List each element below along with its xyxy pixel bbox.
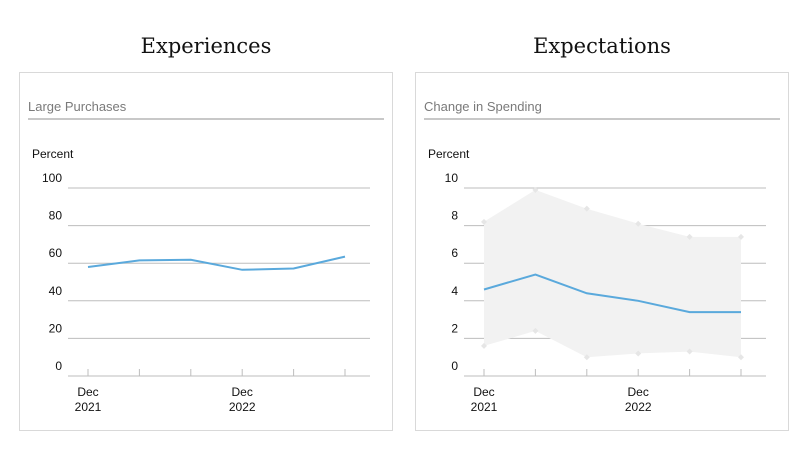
large-purchases-y-axis-label: Percent (32, 147, 74, 161)
change-in-spending-y-tick-label: 8 (451, 209, 458, 223)
large-purchases-y-tick-label: 0 (55, 359, 62, 373)
change-in-spending-band-marker (686, 348, 693, 355)
change-in-spending-band-marker (532, 186, 539, 193)
large-purchases-x-tick-label-year: 2022 (229, 400, 256, 414)
change-in-spending-band-marker (686, 233, 693, 240)
large-purchases-data-line (87, 255, 346, 271)
large-purchases-y-tick-label: 40 (49, 284, 63, 298)
large-purchases-y-tick-label: 60 (49, 246, 63, 260)
large-purchases-x-tick-label-year: 2021 (75, 400, 102, 414)
change-in-spending-chart-card: Change in Spending Percent 0 2 4 6 8 10 Dec 2021… (415, 72, 789, 431)
change-in-spending-x-tick-label-year: 2021 (471, 400, 498, 414)
large-purchases-chart-card: Large Purchases Percent 0 20 40 60 80 100 Dec 20… (19, 72, 393, 431)
change-in-spending-band-marker (583, 354, 590, 361)
change-in-spending-band-marker (481, 342, 487, 349)
change-in-spending-band-marker (481, 218, 487, 225)
change-in-spending-band-marker (583, 205, 590, 212)
change-in-spending-band-marker (738, 354, 744, 361)
change-in-spending-y-tick-label: 4 (451, 284, 458, 298)
change-in-spending-x-tick-label-month: Dec (628, 385, 649, 399)
large-purchases-chart-title: Large Purchases (28, 99, 384, 120)
change-in-spending-range-band (484, 189, 741, 358)
large-purchases-y-tick-label: 80 (49, 209, 63, 223)
large-purchases-y-tick-label: 100 (42, 171, 62, 185)
expectations-title: Expectations (533, 34, 671, 58)
change-in-spending-chart-title: Change in Spending (424, 99, 780, 120)
change-in-spending-band-marker (635, 220, 642, 227)
large-purchases-y-tick-label: 20 (49, 321, 63, 335)
change-in-spending-y-tick-label: 6 (451, 246, 458, 260)
large-purchases-x-tick-label-month: Dec (232, 385, 253, 399)
change-in-spending-data-line (483, 273, 741, 314)
change-in-spending-y-tick-label: 10 (445, 171, 459, 185)
change-in-spending-band-marker (738, 233, 744, 240)
change-in-spending-x-tick-label-year: 2022 (625, 400, 652, 414)
change-in-spending-x-tick-label-month: Dec (473, 385, 494, 399)
large-purchases-x-tick-label-month: Dec (77, 385, 98, 399)
change-in-spending-band-marker (532, 327, 539, 334)
experiences-title: Experiences (140, 34, 272, 58)
change-in-spending-y-axis-label: Percent (428, 147, 470, 161)
change-in-spending-band-marker (635, 350, 642, 357)
change-in-spending-y-tick-label: 0 (451, 359, 458, 373)
change-in-spending-y-tick-label: 2 (451, 321, 458, 335)
